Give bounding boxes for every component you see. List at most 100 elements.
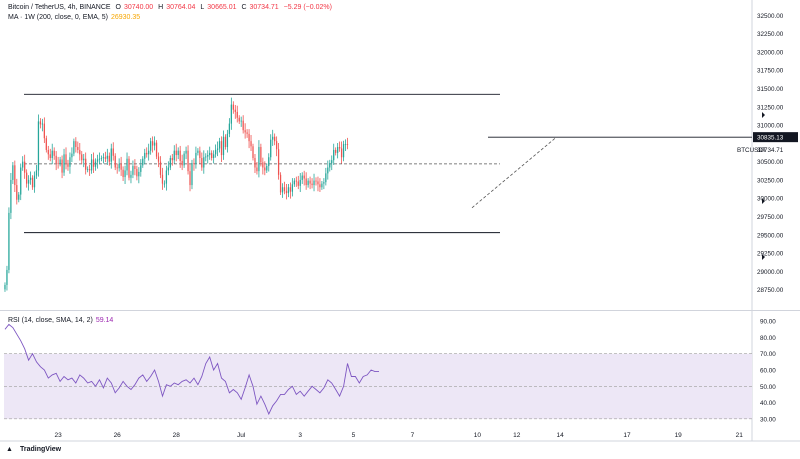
candle-body[interactable] <box>175 150 177 156</box>
candle-body[interactable] <box>10 179 12 213</box>
candle-body[interactable] <box>87 168 89 170</box>
candle-body[interactable] <box>41 123 44 125</box>
candle-body[interactable] <box>128 158 130 178</box>
candle-body[interactable] <box>43 123 45 139</box>
candle-body[interactable] <box>236 111 238 118</box>
candle-body[interactable] <box>88 168 91 171</box>
candle-body[interactable] <box>144 152 146 159</box>
candle-body[interactable] <box>20 167 22 195</box>
candle-body[interactable] <box>153 142 156 146</box>
candle-body[interactable] <box>183 153 185 166</box>
candle-body[interactable] <box>169 158 171 168</box>
candle-body[interactable] <box>79 149 81 155</box>
candle-body[interactable] <box>181 160 183 166</box>
candle-body[interactable] <box>242 120 244 131</box>
candle-body[interactable] <box>96 159 99 162</box>
candle-body[interactable] <box>27 179 30 184</box>
candle-body[interactable] <box>191 163 193 186</box>
candle-body[interactable] <box>45 138 47 150</box>
candle-body[interactable] <box>252 146 254 158</box>
candle-body[interactable] <box>110 148 112 162</box>
candle-body[interactable] <box>157 156 160 162</box>
candle-body[interactable] <box>268 157 270 167</box>
candle-body[interactable] <box>287 187 290 194</box>
candle-body[interactable] <box>218 141 221 149</box>
axis-marker-icon[interactable] <box>762 254 765 260</box>
candle-body[interactable] <box>266 166 268 171</box>
tradingview-brand[interactable]: ▲ TradingView <box>6 446 61 453</box>
candle-body[interactable] <box>136 168 138 177</box>
candle-body[interactable] <box>337 147 339 153</box>
candle-body[interactable] <box>140 165 142 172</box>
candle-body[interactable] <box>4 284 6 290</box>
candle-body[interactable] <box>262 162 264 168</box>
candle-body[interactable] <box>63 154 65 173</box>
candle-body[interactable] <box>179 150 181 161</box>
candle-body[interactable] <box>333 149 335 161</box>
candle-body[interactable] <box>281 187 284 193</box>
candle-body[interactable] <box>25 172 28 184</box>
candle-body[interactable] <box>161 174 164 184</box>
candle-body[interactable] <box>212 154 215 158</box>
candle-body[interactable] <box>57 163 59 164</box>
candle-body[interactable] <box>238 117 240 122</box>
candle-body[interactable] <box>256 167 258 172</box>
candle-body[interactable] <box>85 158 87 170</box>
candle-body[interactable] <box>67 163 69 167</box>
candle-body[interactable] <box>189 171 191 186</box>
candle-body[interactable] <box>329 163 331 168</box>
candle-body[interactable] <box>69 157 71 167</box>
candle-body[interactable] <box>299 179 301 186</box>
candle-body[interactable] <box>195 152 197 164</box>
candle-body[interactable] <box>75 141 77 148</box>
candle-body[interactable] <box>197 150 199 153</box>
candle-body[interactable] <box>53 150 55 156</box>
candle-body[interactable] <box>49 154 51 158</box>
candle-body[interactable] <box>258 147 260 172</box>
candle-body[interactable] <box>264 167 266 171</box>
candle-body[interactable] <box>270 139 272 158</box>
rsi-line[interactable] <box>4 323 379 416</box>
candle-body[interactable] <box>120 163 122 170</box>
candle-body[interactable] <box>134 166 136 169</box>
candle-body[interactable] <box>205 156 207 158</box>
candle-body[interactable] <box>130 174 132 178</box>
candle-body[interactable] <box>246 132 248 134</box>
candle-body[interactable] <box>106 155 108 159</box>
candle-body[interactable] <box>323 182 325 184</box>
candle-body[interactable] <box>285 190 288 194</box>
candle-body[interactable] <box>14 165 16 186</box>
candle-body[interactable] <box>92 159 95 167</box>
candle-body[interactable] <box>90 159 93 171</box>
candle-body[interactable] <box>311 183 313 186</box>
candle-body[interactable] <box>244 130 246 133</box>
candle-body[interactable] <box>55 155 57 164</box>
candle-body[interactable] <box>211 152 213 158</box>
candle-body[interactable] <box>209 152 211 156</box>
candle-body[interactable] <box>126 158 128 171</box>
candle-body[interactable] <box>321 183 323 188</box>
candle-body[interactable] <box>289 187 292 192</box>
candle-body[interactable] <box>214 149 217 155</box>
candle-body[interactable] <box>159 161 162 175</box>
candle-body[interactable] <box>29 177 32 180</box>
candle-body[interactable] <box>248 133 250 142</box>
candle-body[interactable] <box>295 180 297 182</box>
ascending-trendline[interactable] <box>471 137 557 209</box>
candle-body[interactable] <box>279 174 282 193</box>
candle-body[interactable] <box>146 152 148 155</box>
candle-body[interactable] <box>171 158 173 161</box>
candle-body[interactable] <box>114 155 116 168</box>
candle-body[interactable] <box>277 149 280 175</box>
candle-body[interactable] <box>73 141 75 154</box>
candle-body[interactable] <box>61 159 63 173</box>
candle-body[interactable] <box>226 133 229 148</box>
candle-body[interactable] <box>173 150 175 161</box>
candle-body[interactable] <box>340 148 343 158</box>
candle-body[interactable] <box>272 136 274 140</box>
candle-body[interactable] <box>39 121 42 125</box>
candle-body[interactable] <box>315 180 317 182</box>
candle-body[interactable] <box>8 212 10 270</box>
candle-body[interactable] <box>167 167 170 171</box>
candle-body[interactable] <box>65 154 67 164</box>
